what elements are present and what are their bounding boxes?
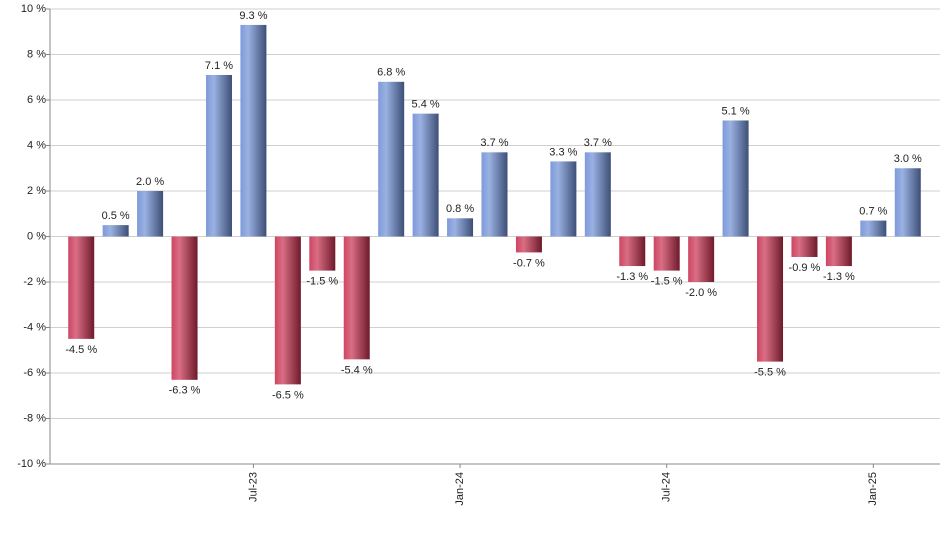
bar: [102, 225, 129, 237]
data-label: -1.3 %: [823, 271, 855, 283]
data-label: -5.5 %: [754, 367, 786, 379]
x-tick-label: Jan-24: [454, 472, 466, 506]
bar: [309, 236, 336, 271]
bar: [412, 113, 439, 237]
data-label: 2.0 %: [136, 176, 164, 188]
bar: [447, 218, 474, 237]
bar: [584, 152, 611, 237]
bar: [274, 236, 301, 385]
data-label: -1.5 %: [651, 276, 683, 288]
bar: [68, 236, 95, 339]
bar: [688, 236, 715, 282]
y-tick-label: -4 %: [23, 321, 46, 333]
data-label: -2.0 %: [685, 287, 717, 299]
bar: [205, 74, 232, 237]
y-tick-label: 0 %: [27, 230, 46, 242]
data-label: 0.8 %: [446, 203, 474, 215]
data-label: 5.4 %: [412, 99, 440, 111]
bar: [343, 236, 370, 360]
bar: [378, 81, 405, 237]
bar: [860, 220, 887, 237]
y-tick-label: -6 %: [23, 367, 46, 379]
y-tick-label: 6 %: [27, 94, 46, 106]
bar: [757, 236, 784, 362]
data-label: -1.3 %: [616, 271, 648, 283]
data-label: 6.8 %: [377, 67, 405, 79]
bar: [550, 161, 577, 237]
x-tick-label: Jul-23: [247, 472, 259, 502]
bar: [825, 236, 852, 267]
data-label: -6.5 %: [272, 389, 304, 401]
bar: [171, 236, 198, 380]
bar: [791, 236, 818, 257]
data-label: 3.7 %: [480, 137, 508, 149]
y-tick-label: 4 %: [27, 139, 46, 151]
y-tick-label: 8 %: [27, 48, 46, 60]
data-label: 3.0 %: [894, 153, 922, 165]
bar: [722, 120, 749, 237]
bar: [894, 168, 921, 237]
data-label: -1.5 %: [306, 276, 338, 288]
data-label: -5.4 %: [341, 364, 373, 376]
bar: [653, 236, 680, 271]
data-label: 0.7 %: [859, 205, 887, 217]
y-tick-label: -2 %: [23, 276, 46, 288]
data-label: 5.1 %: [722, 105, 750, 117]
y-tick-label: -8 %: [23, 412, 46, 424]
y-tick-label: -10 %: [17, 458, 46, 470]
bar: [481, 152, 508, 237]
data-label: 7.1 %: [205, 60, 233, 72]
data-label: -6.3 %: [169, 385, 201, 397]
data-label: 0.5 %: [102, 210, 130, 222]
x-tick-label: Jan-25: [867, 472, 879, 506]
bar: [137, 191, 164, 237]
bar: [240, 24, 267, 237]
bar: [515, 236, 542, 253]
data-label: -0.9 %: [789, 262, 821, 274]
x-tick-label: Jul-24: [661, 472, 673, 502]
y-tick-label: 2 %: [27, 185, 46, 197]
data-label: 9.3 %: [239, 10, 267, 22]
data-label: -0.7 %: [513, 257, 545, 269]
data-label: -4.5 %: [65, 344, 97, 356]
bar: [619, 236, 646, 267]
data-label: 3.7 %: [584, 137, 612, 149]
data-label: 3.3 %: [549, 146, 577, 158]
y-tick-label: 10 %: [21, 3, 46, 15]
